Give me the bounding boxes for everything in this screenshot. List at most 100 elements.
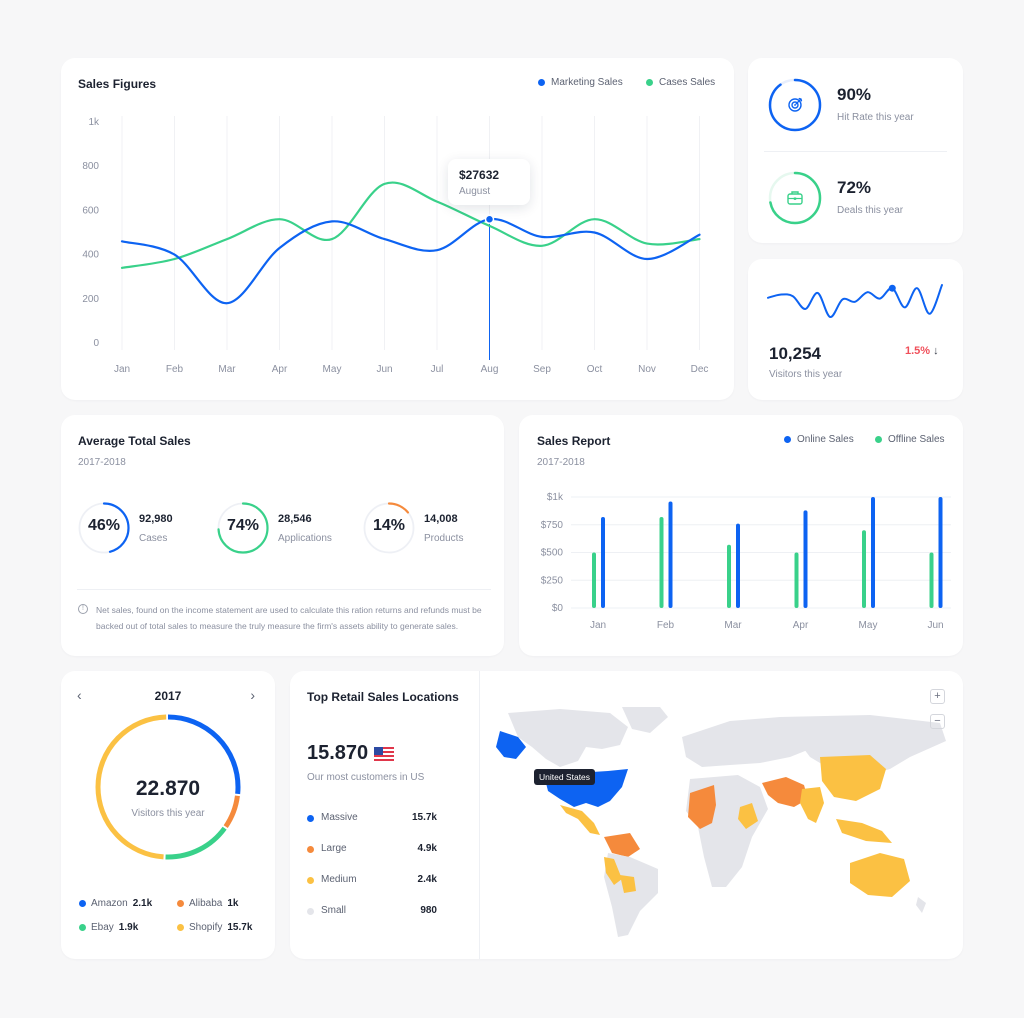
sales-figures-chart[interactable]: Jan Feb Mar Apr May Jun Jul Aug Sep Oct Nov Dec 0 200…	[61, 58, 734, 400]
x-tick-label: Jan	[590, 620, 606, 631]
y-tick-label: 600	[82, 205, 99, 216]
sales-figures-card: Sales Figures Marketing Sales Cases Sale…	[61, 58, 734, 400]
legend-online-sales[interactable]: Online Sales	[784, 434, 854, 445]
deals-ring	[768, 171, 822, 225]
metric-products: 14% 14,008 Products	[362, 501, 492, 557]
bar-offline-sales[interactable]	[659, 516, 664, 608]
map-tooltip: United States	[534, 769, 596, 785]
info-note: Net sales, found on the income statement…	[96, 605, 482, 631]
bar-offline-sales[interactable]	[862, 530, 866, 608]
sparkline-path	[767, 284, 943, 318]
world-map[interactable]	[490, 707, 950, 947]
metric-label: Cases	[139, 533, 168, 544]
tier-label: Massive	[321, 812, 358, 823]
hit-rate-ring	[768, 78, 822, 132]
bar-offline-sales[interactable]	[592, 552, 596, 609]
bar-online-sales[interactable]	[736, 523, 740, 608]
info-icon: !	[78, 604, 88, 614]
map-region-mexico	[560, 805, 600, 835]
deals-value: 72%	[837, 178, 872, 197]
visitors-label: Visitors this year	[769, 369, 843, 380]
zoom-out-button[interactable]: −	[930, 714, 945, 729]
map-region-sudan	[738, 803, 758, 829]
y-tick-label: $250	[541, 575, 564, 586]
x-tick-label: Mar	[724, 620, 742, 631]
map-region-peru	[604, 857, 622, 885]
metric-ring	[217, 502, 269, 554]
sales-report-card: Sales Report 2017-2018 Online Sales Offl…	[519, 415, 963, 656]
bar-online-sales[interactable]	[938, 497, 943, 608]
sparkline-point	[888, 284, 896, 292]
visitors-change: 1.5% ↓	[905, 345, 939, 357]
x-tick-label: Oct	[587, 364, 603, 375]
map-region-alaska	[496, 731, 526, 759]
tier-value: 2.4k	[417, 874, 437, 885]
y-tick-label: 1k	[88, 117, 100, 128]
map-region-bolivia	[620, 875, 636, 893]
highlight-point[interactable]	[484, 214, 495, 224]
series-line-marketing-sales[interactable]	[120, 218, 701, 305]
legend-label: Shopify	[189, 922, 223, 933]
legend-label: Alibaba	[189, 898, 223, 909]
y-tick-label: 800	[82, 161, 99, 172]
x-tick-label: Nov	[638, 364, 656, 375]
legend-dot	[646, 79, 653, 86]
tooltip-label: August	[459, 186, 491, 197]
chevron-left-icon[interactable]: ‹	[77, 687, 82, 703]
map-region-greenland	[622, 707, 668, 733]
x-tick-label: Sep	[533, 364, 551, 375]
arrow-down-icon: ↓	[933, 345, 939, 357]
year-label: 2017	[154, 689, 182, 703]
series-line-cases-sales[interactable]	[120, 181, 701, 269]
visitors-sparkline	[767, 284, 943, 318]
tier-dot	[307, 877, 314, 884]
x-tick-label: Feb	[166, 364, 184, 375]
tier-row-small: Small 980	[307, 905, 437, 919]
tooltip-value: $27632	[459, 168, 500, 182]
bar-online-sales[interactable]	[601, 516, 605, 608]
x-tick-label: Jan	[114, 364, 130, 375]
x-tick-label: Apr	[793, 620, 809, 631]
legend-cases-sales[interactable]: Cases Sales	[646, 77, 715, 88]
metric-label: Applications	[278, 533, 332, 544]
legend-value: 1k	[227, 898, 239, 909]
map-region-australia	[850, 853, 910, 897]
average-sales-period: 2017-2018	[78, 457, 126, 468]
bar-online-sales[interactable]	[803, 510, 808, 608]
y-tick-label: 400	[82, 250, 99, 261]
bar-offline-sales[interactable]	[794, 552, 799, 609]
visitors-donut-chart	[95, 714, 241, 860]
metric-ring	[78, 502, 130, 554]
metric-ring	[363, 502, 415, 554]
retail-subtitle: Our most customers in US	[307, 772, 425, 783]
tier-row-medium: Medium 2.4k	[307, 874, 437, 888]
zoom-in-button[interactable]: +	[930, 689, 945, 704]
sales-report-chart[interactable]: $0 $250 $500 $750 $1k Jan Feb Mar Apr May Jun	[519, 415, 963, 656]
legend-label: Offline Sales	[888, 434, 945, 445]
map-region-india	[800, 787, 824, 823]
legend-label: Online Sales	[797, 434, 854, 445]
metric-value: 28,546	[278, 513, 312, 525]
bar-online-sales[interactable]	[871, 497, 875, 608]
metric-applications: 74% 28,546 Applications	[216, 501, 346, 557]
x-tick-label: May	[859, 620, 878, 631]
map-region-new-zealand	[916, 897, 926, 913]
bar-online-sales[interactable]	[668, 501, 673, 608]
metric-ring-arc	[217, 502, 269, 554]
donut-segment-shopify[interactable]	[95, 714, 241, 860]
y-tick-label: $500	[541, 548, 564, 559]
bar-offline-sales[interactable]	[929, 552, 934, 609]
legend-label: Marketing Sales	[551, 77, 623, 88]
deals-label: Deals this year	[837, 205, 904, 216]
donut-segment-amazon[interactable]	[95, 714, 241, 860]
x-tick-label: May	[323, 364, 342, 375]
y-tick-label: $1k	[547, 492, 564, 503]
retail-title: Top Retail Sales Locations	[307, 690, 459, 704]
briefcase-icon	[787, 191, 803, 205]
legend-offline-sales[interactable]: Offline Sales	[875, 434, 945, 445]
target-icon	[788, 97, 803, 112]
legend-marketing-sales[interactable]: Marketing Sales	[538, 77, 623, 88]
bar-offline-sales[interactable]	[727, 544, 731, 608]
donut-segment-ebay[interactable]	[95, 714, 241, 860]
chevron-right-icon[interactable]: ›	[250, 687, 255, 703]
